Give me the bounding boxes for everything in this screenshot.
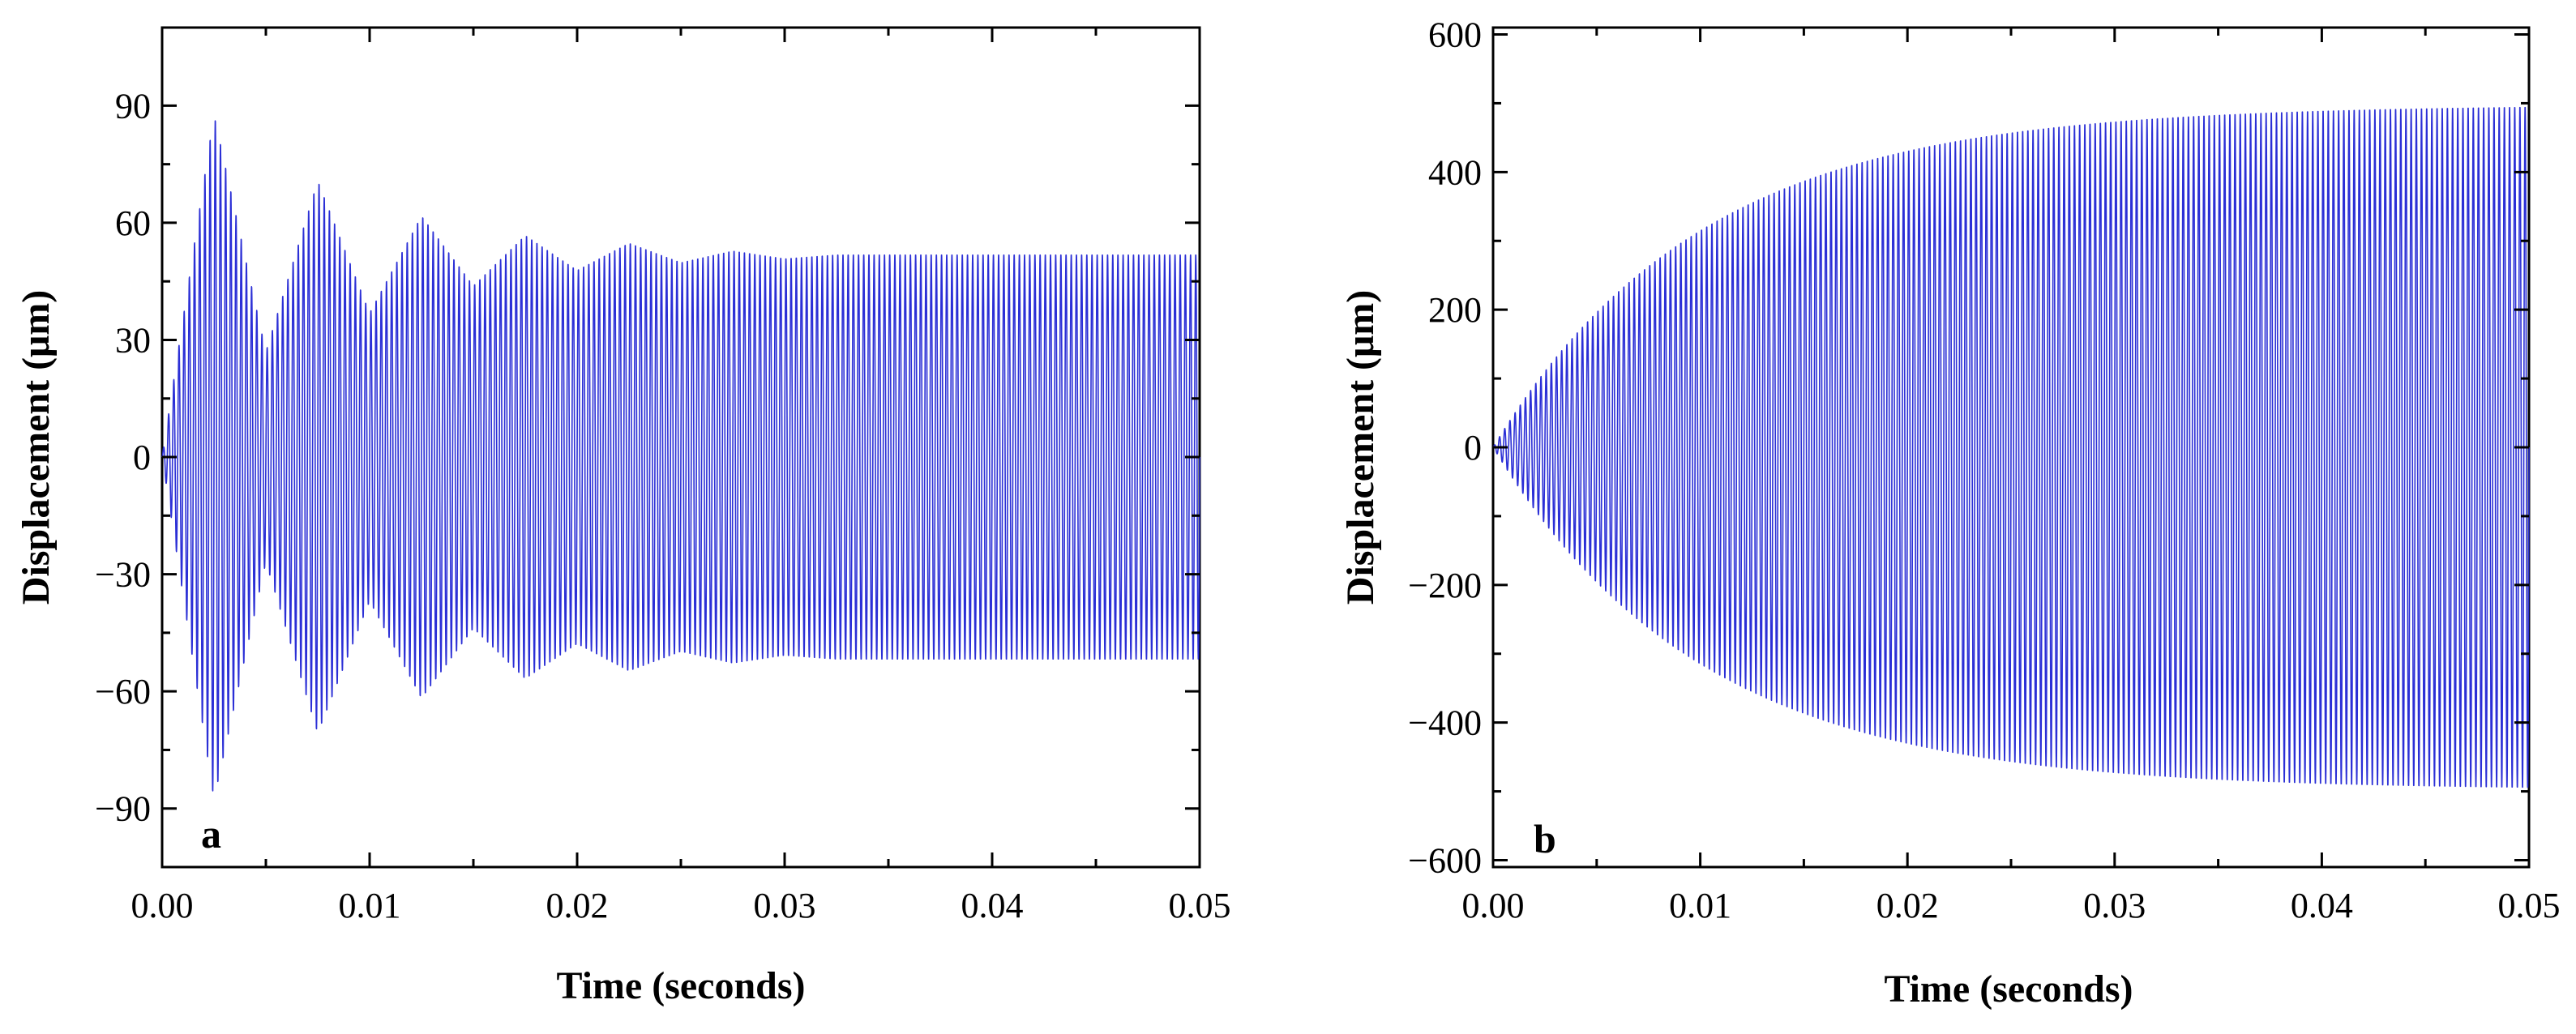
x-tick-label: 0.03 <box>2083 886 2146 925</box>
x-tick-label: 0.04 <box>961 886 1024 925</box>
x-tick-label: 0.02 <box>546 886 609 925</box>
x-tick-label: 0.05 <box>2498 886 2561 925</box>
series-line-displacement <box>161 120 1200 792</box>
y-tick-label: −60 <box>95 672 151 711</box>
x-tick-label: 0.00 <box>131 886 194 925</box>
panel-b-x-axis: 0.00 0.01 0.02 0.03 0.04 0.05 <box>1462 28 2561 925</box>
panel-b-label: b <box>1534 816 1556 861</box>
y-tick-label: −400 <box>1408 703 1482 743</box>
panel-b-y-axis-title: Displacement (μm) <box>1339 290 1382 605</box>
panel-a-y-axis-title: Displacement (μm) <box>15 290 58 605</box>
panel-a-y-axis: −90 −60 −30 0 30 60 90 <box>95 86 1200 829</box>
panel-b-x-axis-title: Time (seconds) <box>1884 968 2133 1010</box>
x-tick-label: 0.02 <box>1876 886 1939 925</box>
y-tick-label: 600 <box>1428 15 1482 54</box>
y-tick-label: −90 <box>95 789 151 829</box>
y-tick-label: 0 <box>133 438 151 477</box>
chart-panel-a: 0.00 0.01 0.02 0.03 0.04 0.05 −90 −60 −30 0 30 60 9… <box>15 26 1231 1007</box>
panel-a-trace-group <box>161 120 1200 792</box>
chart-panel-b: 0.00 0.01 0.02 0.03 0.04 0.05 −600 −400 −200 0 20… <box>1339 15 2561 1010</box>
panel-b-y-axis: −600 −400 −200 0 200 400 600 <box>1408 15 2529 881</box>
panel-a-label: a <box>201 811 221 857</box>
y-tick-label: 400 <box>1428 152 1482 192</box>
y-tick-label: −30 <box>95 555 151 595</box>
x-tick-label: 0.04 <box>2291 886 2353 925</box>
y-tick-label: 200 <box>1428 290 1482 330</box>
y-tick-label: −600 <box>1408 841 1482 881</box>
series-line-displacement <box>1492 106 2530 788</box>
y-tick-label: 30 <box>115 320 151 360</box>
panel-b-trace-group <box>1492 106 2530 788</box>
x-tick-label: 0.01 <box>339 886 401 925</box>
x-tick-label: 0.00 <box>1462 886 1525 925</box>
x-tick-label: 0.01 <box>1669 886 1731 925</box>
y-tick-label: 60 <box>115 203 151 243</box>
panel-a-x-axis-title: Time (seconds) <box>556 964 805 1007</box>
y-tick-label: −200 <box>1408 566 1482 605</box>
y-tick-label: 0 <box>1464 428 1482 468</box>
x-tick-label: 0.03 <box>754 886 816 925</box>
y-tick-label: 90 <box>115 86 151 126</box>
x-tick-label: 0.05 <box>1169 886 1231 925</box>
panel-a-x-axis: 0.00 0.01 0.02 0.03 0.04 0.05 <box>131 28 1231 925</box>
